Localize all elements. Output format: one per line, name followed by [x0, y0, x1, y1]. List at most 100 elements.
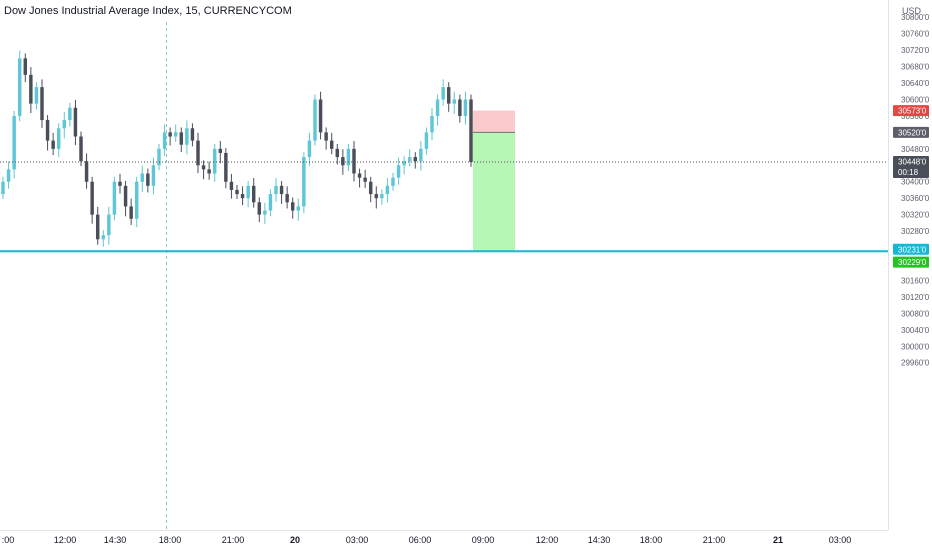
- candle-up: [441, 87, 445, 100]
- x-tick-label: 12:00: [54, 535, 77, 545]
- x-tick-label: :00: [2, 535, 15, 545]
- candle-down: [329, 140, 334, 149]
- y-tick-label: 30400'0: [901, 178, 930, 187]
- x-tick-label: 21: [773, 535, 783, 545]
- candle-up: [313, 99, 317, 141]
- chart-title: Dow Jones Industrial Average Index, 15, …: [4, 5, 292, 17]
- x-tick-label: 20: [290, 535, 300, 545]
- candle-up: [463, 99, 468, 116]
- y-tick-label: 30720'0: [901, 46, 930, 55]
- candle-up: [385, 185, 390, 195]
- y-tick-label: 30000'0: [901, 342, 930, 351]
- candle-down: [79, 136, 83, 162]
- candle-down: [324, 132, 328, 141]
- candle-up: [424, 132, 429, 149]
- candle-down: [168, 132, 172, 137]
- y-tick-label: 30040'0: [901, 326, 930, 335]
- candle-up: [430, 115, 434, 133]
- price-label-target: 30229'0: [898, 258, 927, 267]
- x-tick-label: 21:00: [703, 535, 726, 545]
- price-label-stop: 30573'0: [898, 107, 927, 116]
- candle-down: [84, 161, 89, 182]
- candle-down: [218, 148, 223, 153]
- price-axis-bg: [888, 0, 932, 550]
- candle-down: [335, 148, 340, 158]
- x-tick-label: 18:00: [159, 535, 182, 545]
- candle-up: [307, 140, 312, 158]
- price-label-current: 30448'0: [898, 158, 927, 167]
- candle-down: [123, 185, 128, 207]
- stop-loss-zone: [473, 110, 515, 133]
- x-tick-label: 06:00: [409, 535, 432, 545]
- candle-down: [40, 87, 44, 121]
- lines-layer: [0, 161, 932, 253]
- price-label-stop-bg: [893, 105, 929, 117]
- candle-down: [290, 202, 295, 211]
- candle-down: [469, 99, 473, 162]
- candle-down: [229, 181, 234, 190]
- x-tick-label: 03:00: [829, 535, 852, 545]
- candle-up: [6, 169, 11, 182]
- price-label-target-line-bg: [893, 243, 929, 255]
- y-tick-label: 30600'0: [901, 95, 930, 104]
- y-tick-label: 30280'0: [901, 227, 930, 236]
- candle-down: [341, 157, 345, 166]
- candle-up: [17, 58, 22, 116]
- candle-down: [374, 194, 379, 199]
- candle-up: [302, 157, 306, 207]
- candle-down: [285, 194, 289, 203]
- candle-down: [413, 157, 418, 162]
- candle-up: [296, 206, 301, 211]
- x-tick-label: 18:00: [640, 535, 663, 545]
- candle-down: [363, 177, 367, 182]
- candle-up: [157, 148, 161, 166]
- price-label-current-bg: [893, 156, 929, 178]
- candle-down: [45, 120, 50, 141]
- candle-up: [62, 120, 67, 129]
- x-tick-label: 03:00: [346, 535, 369, 545]
- y-tick-label: 30360'0: [901, 194, 930, 203]
- candle-up: [396, 165, 401, 178]
- candle-down: [257, 202, 262, 215]
- price-label-entry: 30520'0: [898, 128, 927, 137]
- candle-down: [29, 74, 33, 104]
- x-tick-label: 14:30: [104, 535, 127, 545]
- candle-up: [391, 177, 395, 186]
- candle-down: [352, 148, 356, 174]
- candle-down: [90, 181, 94, 215]
- price-label-countdown: 00:18: [898, 168, 919, 177]
- candle-down: [251, 185, 256, 203]
- candle-up: [34, 87, 39, 104]
- candle-down: [207, 169, 211, 174]
- x-tick-label: 14:30: [588, 535, 611, 545]
- candle-up: [12, 115, 16, 170]
- candle-down: [196, 140, 200, 166]
- candle-up: [56, 128, 61, 149]
- candle-down: [201, 165, 206, 170]
- candle-up: [173, 132, 178, 137]
- candle-down: [146, 173, 150, 186]
- candle-down: [23, 58, 28, 75]
- candle-up: [162, 132, 167, 149]
- take-profit-zone: [473, 132, 515, 253]
- candle-up: [419, 148, 423, 162]
- candle-up: [346, 148, 351, 166]
- candle-down: [357, 173, 362, 178]
- price-labels-layer: 30573'0 30520'0 30448'000:18 30231'0 30229'0: [893, 105, 929, 268]
- candle-down: [73, 107, 78, 137]
- price-label-target-line: 30231'0: [898, 245, 927, 254]
- y-tick-label: 30080'0: [901, 309, 930, 318]
- y-tick-label: 30160'0: [901, 276, 930, 285]
- candle-down: [190, 128, 195, 141]
- y-tick-label: 30680'0: [901, 63, 930, 72]
- candle-down: [279, 185, 284, 195]
- candle-down: [235, 189, 239, 195]
- candle-up: [185, 128, 189, 145]
- candle-down: [318, 99, 323, 133]
- y-tick-label: 30560'0: [901, 112, 930, 121]
- price-label-target-bg: [893, 256, 929, 268]
- candle-up: [107, 214, 111, 236]
- candle-down: [129, 206, 133, 219]
